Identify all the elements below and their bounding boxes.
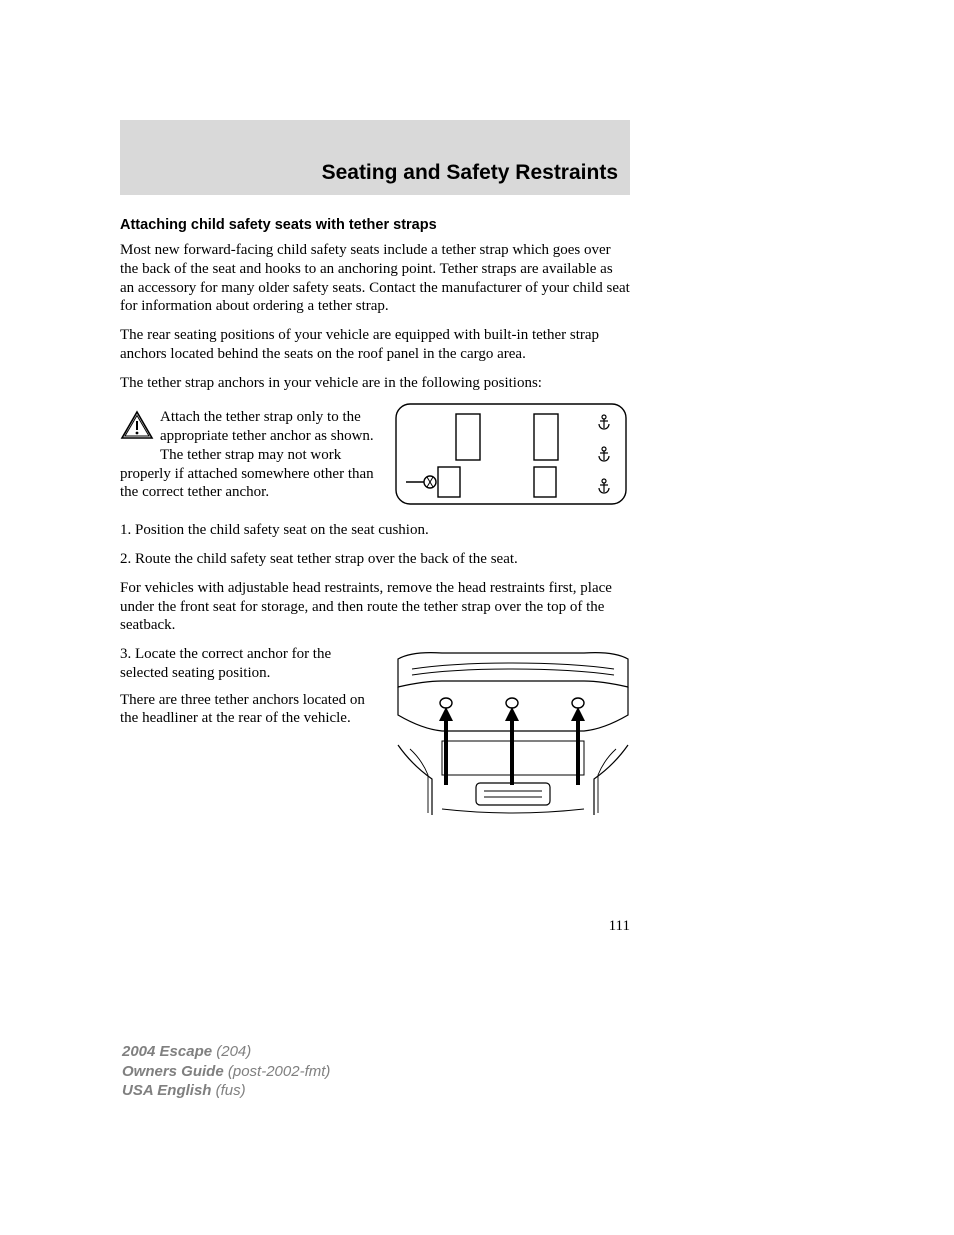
tether-anchor-loop xyxy=(440,698,452,708)
paragraph-intro-2: The rear seating positions of your vehic… xyxy=(120,326,630,364)
paragraph-anchor-count: There are three tether anchors located o… xyxy=(120,691,374,729)
step3-text-column: 3. Locate the correct anchor for the sel… xyxy=(120,645,374,736)
footer-lang: USA English xyxy=(122,1082,211,1099)
up-arrow-icon xyxy=(439,707,453,785)
step3-and-diagram-row: 3. Locate the correct anchor for the sel… xyxy=(120,645,630,826)
footer-code-1: (204) xyxy=(216,1043,251,1060)
section-title: Seating and Safety Restraints xyxy=(322,161,618,185)
footer-vehicle: 2004 Escape xyxy=(122,1043,212,1060)
step-3: 3. Locate the correct anchor for the sel… xyxy=(120,645,374,683)
anchor-icon xyxy=(599,447,609,461)
anchor-icon xyxy=(599,479,609,493)
footer-line-2: Owners Guide (post-2002-fmt) xyxy=(122,1062,330,1082)
footer-metadata: 2004 Escape (204) Owners Guide (post-200… xyxy=(122,1042,330,1101)
step-2: 2. Route the child safety seat tether st… xyxy=(120,550,630,569)
cargo-area-diagram xyxy=(392,645,634,826)
footer-line-3: USA English (fus) xyxy=(122,1081,330,1101)
paragraph-intro-3: The tether strap anchors in your vehicle… xyxy=(120,374,630,393)
tether-anchor-loop xyxy=(572,698,584,708)
warning-text: Attach the tether strap only to the appr… xyxy=(120,409,374,500)
warning-triangle-icon xyxy=(120,410,154,446)
footer-guide: Owners Guide xyxy=(122,1063,224,1080)
anchor-icon xyxy=(599,415,609,429)
up-arrow-icon xyxy=(505,707,519,785)
step-1: 1. Position the child safety seat on the… xyxy=(120,521,630,540)
section-header-bar: Seating and Safety Restraints xyxy=(120,120,630,195)
footer-code-3: (fus) xyxy=(216,1082,246,1099)
subheading: Attaching child safety seats with tether… xyxy=(120,217,630,233)
footer-line-1: 2004 Escape (204) xyxy=(122,1042,330,1062)
paragraph-intro-1: Most new forward-facing child safety sea… xyxy=(120,241,630,316)
page-number: 111 xyxy=(120,918,630,935)
paragraph-headrest-note: For vehicles with adjustable head restra… xyxy=(120,579,630,635)
footer-code-2: (post-2002-fmt) xyxy=(228,1063,331,1080)
warning-and-diagram-row: Attach the tether strap only to the appr… xyxy=(120,402,630,511)
anchor-position-diagram xyxy=(394,402,630,511)
warning-callout: Attach the tether strap only to the appr… xyxy=(120,402,376,502)
up-arrow-icon xyxy=(571,707,585,785)
tether-anchor-loop xyxy=(506,698,518,708)
